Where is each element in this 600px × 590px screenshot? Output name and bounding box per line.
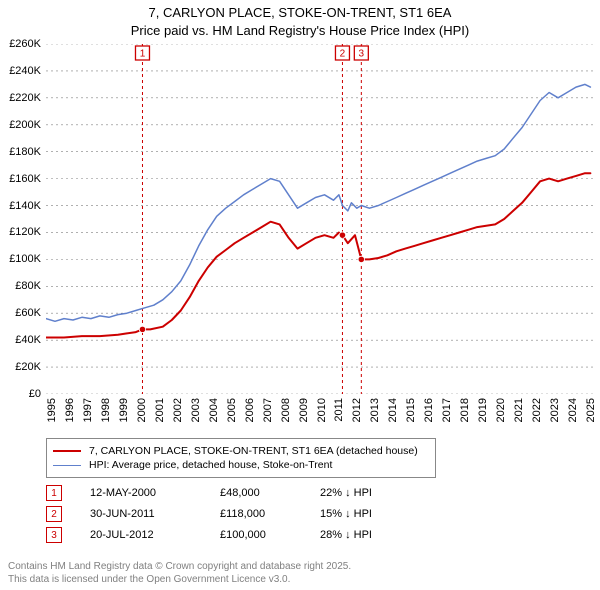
- y-tick-label: £100K: [9, 253, 41, 265]
- chart-plot-area: 1 2 3: [46, 44, 594, 394]
- legend-swatch: [53, 465, 81, 466]
- svg-text:2: 2: [340, 49, 346, 60]
- legend: 7, CARLYON PLACE, STOKE-ON-TRENT, ST1 6E…: [46, 438, 436, 478]
- title-line-2: Price paid vs. HM Land Registry's House …: [0, 22, 600, 40]
- y-tick-label: £200K: [9, 119, 41, 131]
- x-tick-label: 2015: [405, 398, 417, 422]
- y-tick-label: £160K: [9, 173, 41, 185]
- x-tick-label: 2018: [459, 398, 471, 422]
- x-tick-label: 2000: [136, 398, 148, 422]
- marker-price: £100,000: [220, 529, 320, 541]
- x-tick-label: 2016: [423, 398, 435, 422]
- x-tick-label: 2003: [190, 398, 202, 422]
- y-tick-label: £40K: [15, 334, 41, 346]
- marker-price: £118,000: [220, 508, 320, 520]
- marker-table: 1 12-MAY-2000£48,00022% ↓ HPI 2 30-JUN-2011…: [46, 480, 546, 548]
- marker-date: 30-JUN-2011: [90, 508, 220, 520]
- chart-container: 7, CARLYON PLACE, STOKE-ON-TRENT, ST1 6E…: [0, 0, 600, 590]
- x-tick-label: 2007: [262, 398, 274, 422]
- marker-table-row: 1 12-MAY-2000£48,00022% ↓ HPI: [46, 485, 546, 501]
- x-axis: 1995 1996 1997 1998 1999 2000 2001 2002 2003 2004…: [46, 394, 594, 436]
- x-tick-label: 1997: [82, 398, 94, 422]
- legend-item: 7, CARLYON PLACE, STOKE-ON-TRENT, ST1 6E…: [53, 445, 429, 457]
- marker-badge: 1: [46, 485, 62, 501]
- marker-date: 20-JUL-2012: [90, 529, 220, 541]
- svg-text:3: 3: [359, 49, 365, 60]
- marker-table-row: 2 30-JUN-2011£118,00015% ↓ HPI: [46, 506, 546, 522]
- x-tick-label: 2009: [298, 398, 310, 422]
- x-tick-label: 2012: [351, 398, 363, 422]
- y-tick-label: £80K: [15, 280, 41, 292]
- marker-price: £48,000: [220, 487, 320, 499]
- y-tick-label: £140K: [9, 200, 41, 212]
- x-tick-label: 2024: [567, 398, 579, 422]
- y-tick-label: £260K: [9, 38, 41, 50]
- svg-text:1: 1: [140, 49, 146, 60]
- x-tick-label: 2020: [495, 398, 507, 422]
- x-tick-label: 2021: [513, 398, 525, 422]
- x-tick-label: 2017: [441, 398, 453, 422]
- marker-table-row: 3 20-JUL-2012£100,00028% ↓ HPI: [46, 527, 546, 543]
- x-tick-label: 2025: [585, 398, 597, 422]
- x-tick-label: 1995: [46, 398, 58, 422]
- x-tick-label: 2011: [333, 398, 345, 422]
- y-tick-label: £220K: [9, 92, 41, 104]
- x-tick-label: 2008: [280, 398, 292, 422]
- x-tick-label: 2019: [477, 398, 489, 422]
- marker-diff: 22% ↓ HPI: [320, 487, 372, 499]
- chart-svg: 1 2 3: [46, 44, 594, 394]
- y-tick-label: £0: [29, 388, 41, 400]
- x-tick-label: 2010: [316, 398, 328, 422]
- x-tick-label: 2013: [369, 398, 381, 422]
- marker-diff: 28% ↓ HPI: [320, 529, 372, 541]
- title-line-1: 7, CARLYON PLACE, STOKE-ON-TRENT, ST1 6E…: [0, 4, 600, 22]
- legend-swatch: [53, 450, 81, 452]
- y-tick-label: £180K: [9, 146, 41, 158]
- marker-diff: 15% ↓ HPI: [320, 508, 372, 520]
- marker-date: 12-MAY-2000: [90, 487, 220, 499]
- legend-label: HPI: Average price, detached house, Stok…: [89, 459, 332, 471]
- marker-badge: 3: [46, 527, 62, 543]
- x-tick-label: 2002: [172, 398, 184, 422]
- legend-item: HPI: Average price, detached house, Stok…: [53, 459, 429, 471]
- y-tick-label: £120K: [9, 226, 41, 238]
- attribution: Contains HM Land Registry data © Crown c…: [8, 560, 351, 586]
- x-tick-label: 1998: [100, 398, 112, 422]
- x-tick-label: 1999: [118, 398, 130, 422]
- x-tick-label: 1996: [64, 398, 76, 422]
- y-tick-label: £20K: [15, 361, 41, 373]
- attribution-line-2: This data is licensed under the Open Gov…: [8, 573, 351, 586]
- x-tick-label: 2005: [226, 398, 238, 422]
- x-tick-label: 2006: [244, 398, 256, 422]
- x-tick-label: 2023: [549, 398, 561, 422]
- x-tick-label: 2014: [387, 398, 399, 422]
- x-tick-label: 2001: [154, 398, 166, 422]
- y-tick-label: £240K: [9, 65, 41, 77]
- legend-label: 7, CARLYON PLACE, STOKE-ON-TRENT, ST1 6E…: [89, 445, 418, 457]
- y-tick-label: £60K: [15, 307, 41, 319]
- y-axis: £0£20K£40K£60K£80K£100K£120K£140K£160K£1…: [0, 44, 44, 394]
- x-tick-label: 2004: [208, 398, 220, 422]
- title-block: 7, CARLYON PLACE, STOKE-ON-TRENT, ST1 6E…: [0, 0, 600, 41]
- marker-badge: 2: [46, 506, 62, 522]
- x-tick-label: 2022: [531, 398, 543, 422]
- attribution-line-1: Contains HM Land Registry data © Crown c…: [8, 560, 351, 573]
